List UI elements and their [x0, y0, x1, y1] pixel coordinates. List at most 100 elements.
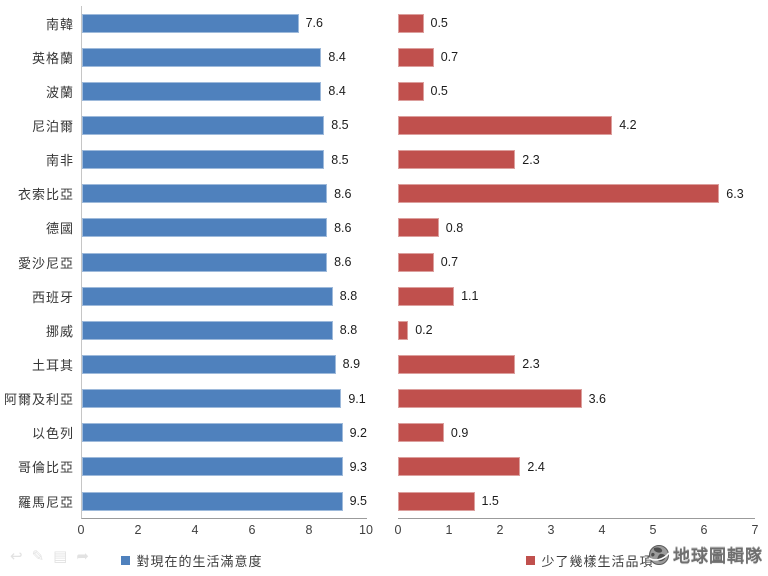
category-label: 哥倫比亞: [17, 460, 74, 476]
bar-value-label: 0.2: [415, 323, 433, 338]
faint-toolbar-icons: ↩ ✎ ▤ ➦: [10, 548, 89, 566]
bar-value-label: 2.4: [527, 459, 545, 474]
bar-value-label: 6.3: [726, 186, 744, 201]
bar-value-label: 1.1: [461, 289, 479, 304]
bar: [82, 457, 343, 477]
x-axis-tick-label: 4: [598, 523, 606, 537]
bar-row: 0.2: [398, 313, 755, 347]
missing-items-plot: 0.5 0.7 0.5 4.2 2.3 6.3 0.8 0.7 1.1 0.2 2.3 3.6 0.9 2…: [398, 6, 755, 519]
bar: [398, 252, 434, 272]
bar: [398, 320, 409, 340]
bar: [398, 491, 475, 511]
undo-arrow-icon: ↩: [10, 548, 23, 565]
bar: [398, 81, 424, 101]
bar: [82, 150, 325, 170]
bar: [82, 320, 333, 340]
bar-row: 7.6: [82, 6, 367, 40]
bar-row: 4.2: [398, 108, 755, 142]
bar-row: 2.4: [398, 450, 755, 484]
watermark: 地球圖輯隊: [648, 542, 763, 567]
bar: [82, 354, 336, 374]
share-arrow-icon: ➦: [76, 548, 89, 565]
bar-row: 1.1: [398, 279, 755, 313]
bar-row: 2.3: [398, 143, 755, 177]
category-label: 尼泊爾: [31, 118, 74, 134]
card-icon: ▤: [53, 548, 68, 565]
x-axis-tick-label: 4: [191, 523, 199, 537]
bar: [398, 218, 439, 238]
category-label: 愛沙尼亞: [17, 255, 74, 271]
bar-row: 9.2: [82, 416, 367, 450]
bar-value-label: 8.6: [334, 255, 352, 270]
red-legend-swatch: [526, 555, 536, 565]
bar-row: 9.3: [82, 450, 367, 484]
x-axis-tick-label: 7: [751, 523, 759, 537]
bar-row: 2.3: [398, 347, 755, 381]
bar: [398, 286, 455, 306]
bar-value-label: 1.5: [481, 494, 499, 509]
legend-missing-items: 少了幾樣生活品項: [398, 551, 768, 569]
bar-row: 8.6: [82, 177, 367, 211]
x-axis-tick-label: 0: [394, 523, 402, 537]
bar-row: 9.1: [82, 382, 367, 416]
bar-value-label: 0.8: [445, 220, 464, 235]
bar-value-label: 0.5: [430, 16, 448, 31]
bar-row: 0.7: [398, 245, 755, 279]
category-label: 南非: [45, 153, 74, 169]
bar-value-label: 4.2: [619, 118, 637, 133]
bar-value-label: 0.5: [430, 84, 448, 99]
bar: [82, 13, 299, 33]
bar: [82, 491, 343, 511]
x-axis-tick-label: 5: [649, 523, 657, 537]
bar: [82, 252, 328, 272]
bar: [398, 150, 516, 170]
bar-value-label: 0.9: [450, 425, 469, 440]
category-label: 衣索比亞: [17, 187, 74, 203]
legend-life-satisfaction: 對現在的生活滿意度: [0, 551, 384, 569]
category-label: 波蘭: [45, 84, 74, 100]
category-label: 西班牙: [31, 289, 74, 305]
bar-row: 9.5: [82, 484, 367, 518]
watermark-text: 地球圖輯隊: [673, 547, 763, 566]
pencil-icon: ✎: [31, 548, 45, 565]
bar-value-label: 7.6: [305, 16, 323, 31]
bar: [398, 423, 444, 443]
bar: [398, 389, 582, 409]
bar-value-label: 8.6: [334, 186, 352, 201]
bar: [82, 286, 333, 306]
x-axis-tick-label: 6: [700, 523, 708, 537]
bar-row: 8.4: [82, 74, 367, 108]
x-axis-tick-label: 2: [496, 523, 504, 537]
bar: [398, 184, 720, 204]
legend-label: 少了幾樣生活品項: [541, 553, 654, 569]
bar: [398, 115, 613, 135]
bar-value-label: 2.3: [522, 152, 540, 167]
bar-row: 0.8: [398, 211, 755, 245]
bar: [398, 13, 424, 33]
bar: [82, 389, 342, 409]
bar-row: 6.3: [398, 177, 755, 211]
bar-value-label: 9.3: [349, 459, 367, 474]
category-label: 南韓: [45, 16, 74, 32]
bar-row: 8.4: [82, 40, 367, 74]
bar-value-label: 8.4: [328, 50, 346, 65]
bar-row: 8.8: [82, 313, 367, 347]
bar-row: 0.7: [398, 40, 755, 74]
category-label: 德國: [45, 221, 74, 237]
bar-value-label: 8.9: [342, 357, 361, 372]
blue-legend-swatch: [121, 555, 131, 565]
bar-value-label: 0.7: [440, 255, 459, 270]
category-label: 土耳其: [31, 357, 74, 373]
bar: [82, 115, 325, 135]
category-label: 挪威: [45, 323, 74, 339]
bar-row: 8.6: [82, 245, 367, 279]
bar-value-label: 9.1: [348, 391, 366, 406]
bar: [82, 423, 343, 443]
bar-value-label: 8.6: [334, 220, 352, 235]
bar: [82, 47, 322, 67]
legend-label: 對現在的生活滿意度: [136, 553, 263, 569]
bar: [82, 81, 322, 101]
bar-value-label: 2.3: [522, 357, 540, 372]
bar-value-label: 8.8: [339, 323, 358, 338]
